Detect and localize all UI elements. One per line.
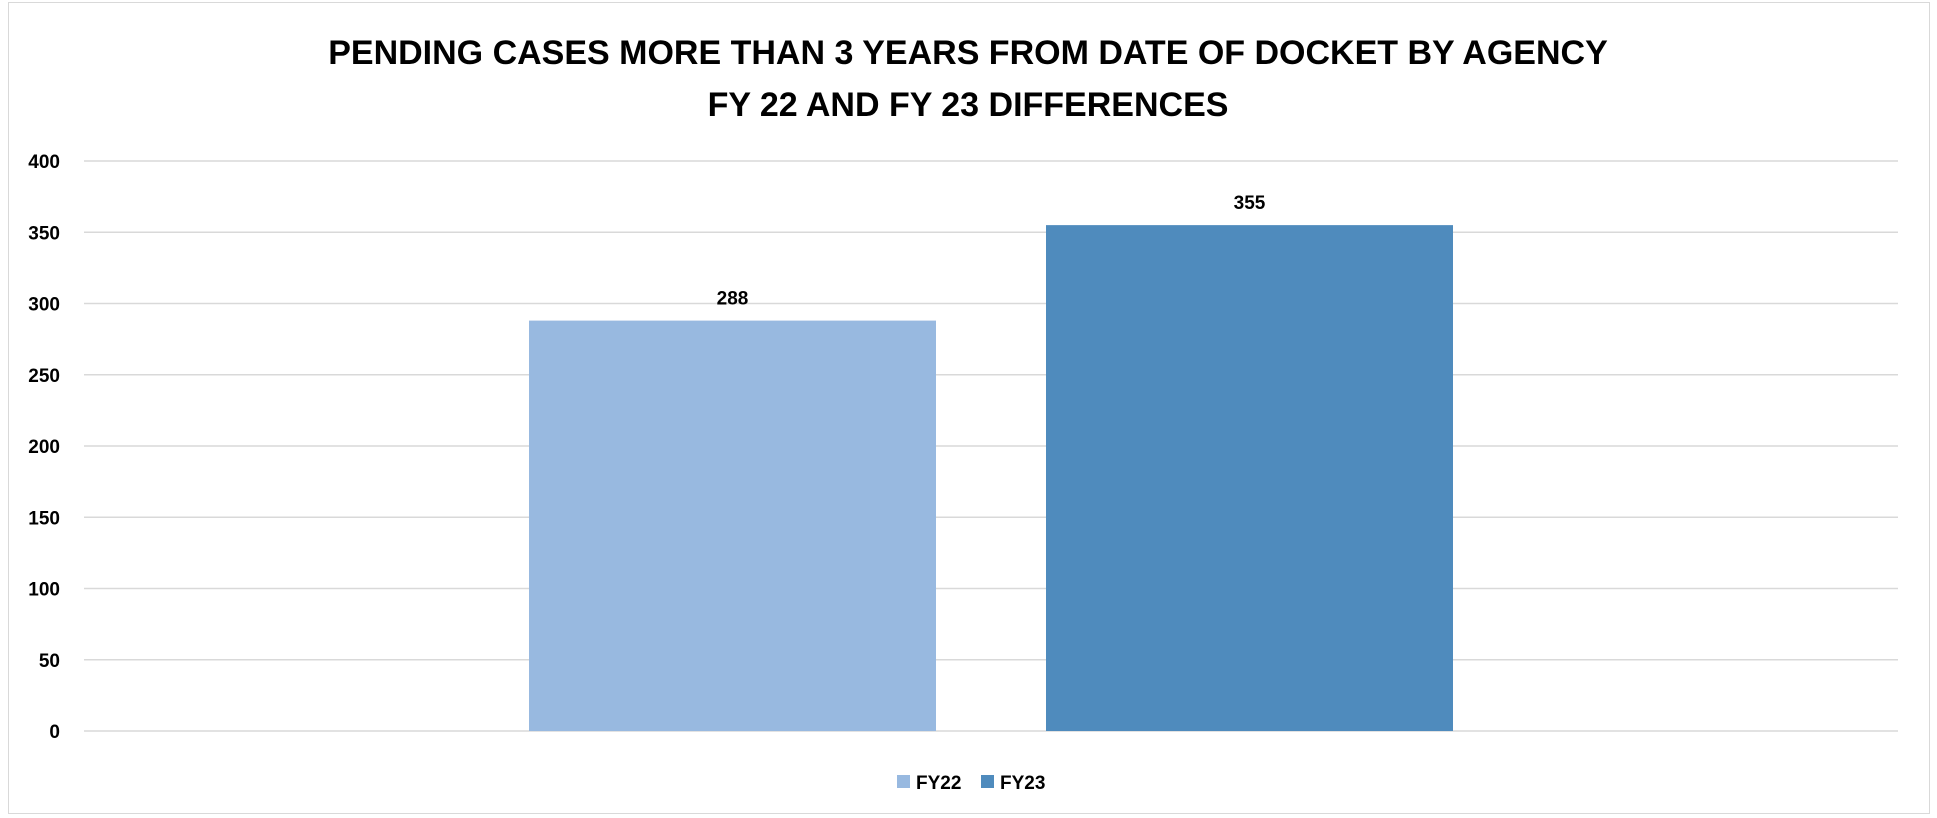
- y-tick-label: 200: [28, 437, 60, 458]
- y-tick-label: 100: [28, 580, 60, 601]
- chart-title: PENDING CASES MORE THAN 3 YEARS FROM DAT…: [328, 34, 1608, 124]
- data-label-fy22: 288: [717, 289, 749, 310]
- chart-title-line-2: FY 22 AND FY 23 DIFFERENCES: [708, 86, 1229, 124]
- legend-label-fy22: FY22: [916, 773, 961, 794]
- gridlines: [84, 160, 1898, 732]
- legend-swatch-fy23: [981, 775, 994, 788]
- y-tick-label: 50: [39, 651, 60, 672]
- bars: [529, 225, 1453, 731]
- data-label-fy23: 355: [1234, 193, 1266, 214]
- bar-fy22: [529, 320, 936, 731]
- chart-frame: [8, 2, 1930, 814]
- y-tick-label: 350: [28, 223, 60, 244]
- y-tick-label: 250: [28, 366, 60, 387]
- legend-swatch-fy22: [897, 775, 910, 788]
- chart-title-line-1: PENDING CASES MORE THAN 3 YEARS FROM DAT…: [328, 34, 1608, 72]
- y-axis-tick-labels: 0 50 100 150 200 250 300 350 400: [28, 152, 60, 743]
- y-tick-label: 400: [28, 152, 60, 173]
- data-labels: 288 355: [717, 193, 1266, 309]
- y-tick-label: 300: [28, 295, 60, 316]
- legend: FY22 FY23: [897, 773, 1045, 794]
- legend-label-fy23: FY23: [1000, 773, 1045, 794]
- y-tick-label: 0: [49, 722, 60, 743]
- y-tick-label: 150: [28, 508, 60, 529]
- bar-fy23: [1046, 225, 1453, 731]
